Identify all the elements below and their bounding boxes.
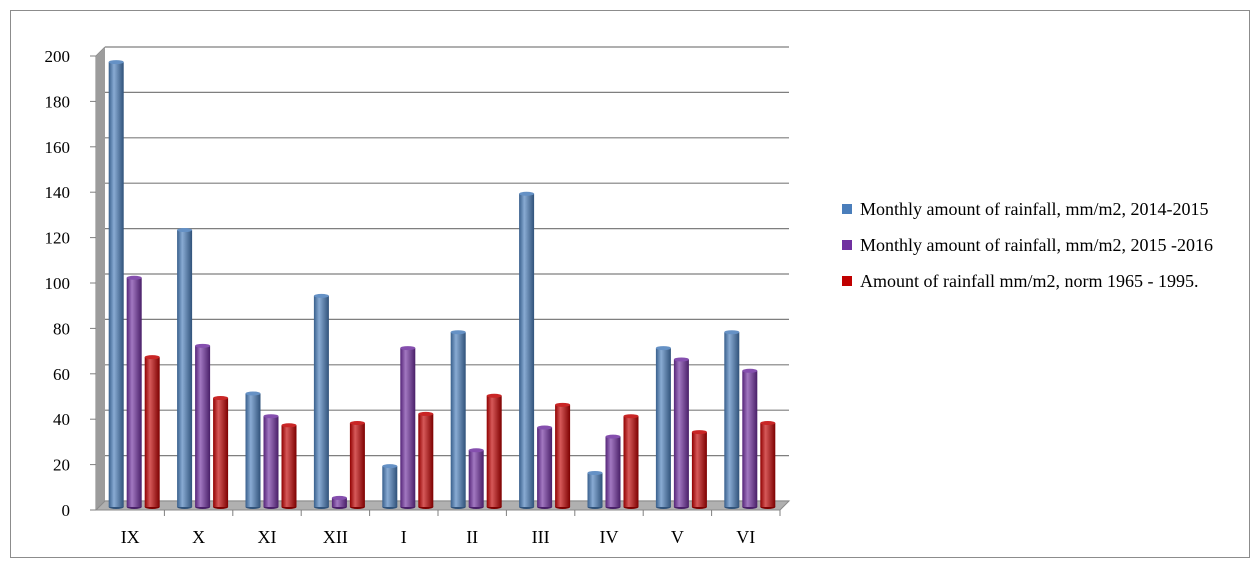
legend-item-norm: Amount of rainfall mm/m2, norm 1965 - 19… [842, 270, 1252, 292]
bar [195, 343, 211, 509]
bar [349, 421, 365, 509]
x-tick-label: I [401, 527, 407, 547]
bar [331, 495, 347, 509]
bar [486, 393, 502, 509]
bar [587, 470, 603, 509]
bar [760, 421, 776, 509]
x-tick-label: V [671, 527, 684, 547]
bar [468, 448, 484, 509]
y-tick-label: 180 [45, 92, 71, 111]
legend-label: Monthly amount of rainfall, mm/m2, 2015 … [860, 235, 1213, 255]
bar [605, 434, 621, 509]
bar [673, 357, 689, 509]
x-tick-label: XI [258, 527, 277, 547]
y-tick-label: 40 [53, 410, 70, 429]
bar [245, 391, 261, 509]
bar [418, 411, 434, 509]
x-tick-label: IX [121, 527, 140, 547]
bar [655, 346, 671, 509]
bar [313, 293, 329, 509]
bars [108, 60, 776, 509]
legend-label: Monthly amount of rainfall, mm/m2, 2014-… [860, 199, 1209, 219]
bar [742, 368, 758, 509]
y-tick-label: 0 [62, 501, 71, 520]
legend-item-2015-2016: Monthly amount of rainfall, mm/m2, 2015 … [842, 234, 1252, 256]
y-axis-labels: 0 20 40 60 80 100 120 140 160 180 200 [45, 47, 96, 520]
legend-swatch [842, 240, 852, 250]
bar [519, 191, 535, 509]
y-tick-label: 60 [53, 365, 70, 384]
x-axis-labels: IX X XI XII I II III IV V VI [121, 510, 781, 547]
bar [382, 464, 398, 509]
x-tick-label: IV [600, 527, 619, 547]
bar [623, 414, 639, 509]
legend-swatch [842, 204, 852, 214]
y-tick-label: 20 [53, 456, 70, 475]
y-tick-label: 140 [45, 183, 71, 202]
y-tick-label: 120 [45, 229, 71, 248]
bar [537, 425, 553, 509]
legend-label: Amount of rainfall mm/m2, norm 1965 - 19… [860, 271, 1199, 291]
side-wall [96, 47, 105, 510]
bar [177, 228, 193, 509]
x-tick-label: III [532, 527, 550, 547]
x-tick-label: X [192, 527, 205, 547]
bar [400, 346, 416, 509]
bar [691, 430, 707, 509]
legend: Monthly amount of rainfall, mm/m2, 2014-… [842, 198, 1252, 306]
bar [555, 402, 571, 509]
y-tick-label: 100 [45, 274, 71, 293]
bar [144, 355, 160, 509]
x-tick-label: VI [736, 527, 755, 547]
bar [263, 414, 279, 509]
bar [281, 423, 297, 509]
bar [126, 275, 142, 509]
bar [213, 396, 229, 509]
bar [450, 330, 466, 509]
x-tick-label: II [466, 527, 478, 547]
bar [108, 60, 124, 509]
bar [724, 330, 740, 509]
legend-swatch [842, 276, 852, 286]
y-tick-label: 200 [45, 47, 71, 66]
legend-item-2014-2015: Monthly amount of rainfall, mm/m2, 2014-… [842, 198, 1252, 220]
x-tick-label: XII [323, 527, 348, 547]
y-tick-label: 80 [53, 319, 70, 338]
y-tick-label: 160 [45, 138, 71, 157]
